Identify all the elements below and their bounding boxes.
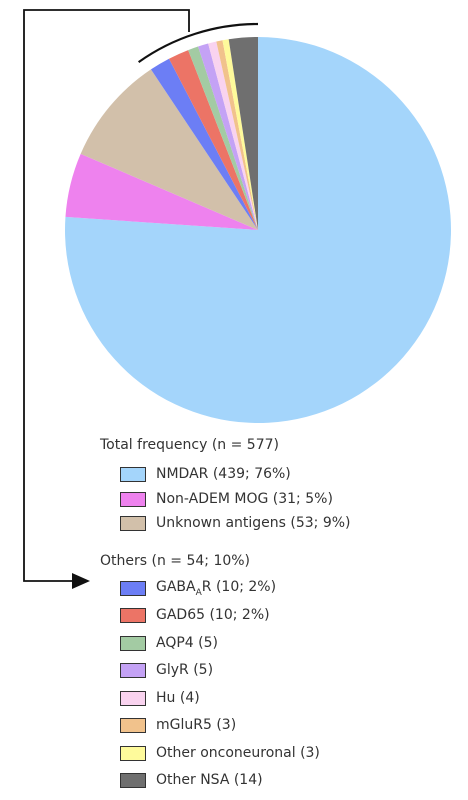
pie-slice-gad65 [169,50,258,230]
others-arrowhead [72,573,90,589]
pie-slice-unknown-antigens [80,69,259,230]
pie-slice-hu [208,41,258,231]
others-bracket-arc [138,22,259,64]
pie-slice-non-adem-mog [65,153,259,230]
pie-slice-mglur5 [216,40,258,230]
pie-slice-aqp4 [188,46,258,230]
pie-slice-other-onconeuronal [222,39,258,230]
pie-slice-gabaar [150,58,258,231]
pie-slices [64,37,451,423]
others-connector-line [23,9,190,582]
pie-slice-other-nsa [228,37,258,230]
pie-slice-glyr [198,43,258,231]
